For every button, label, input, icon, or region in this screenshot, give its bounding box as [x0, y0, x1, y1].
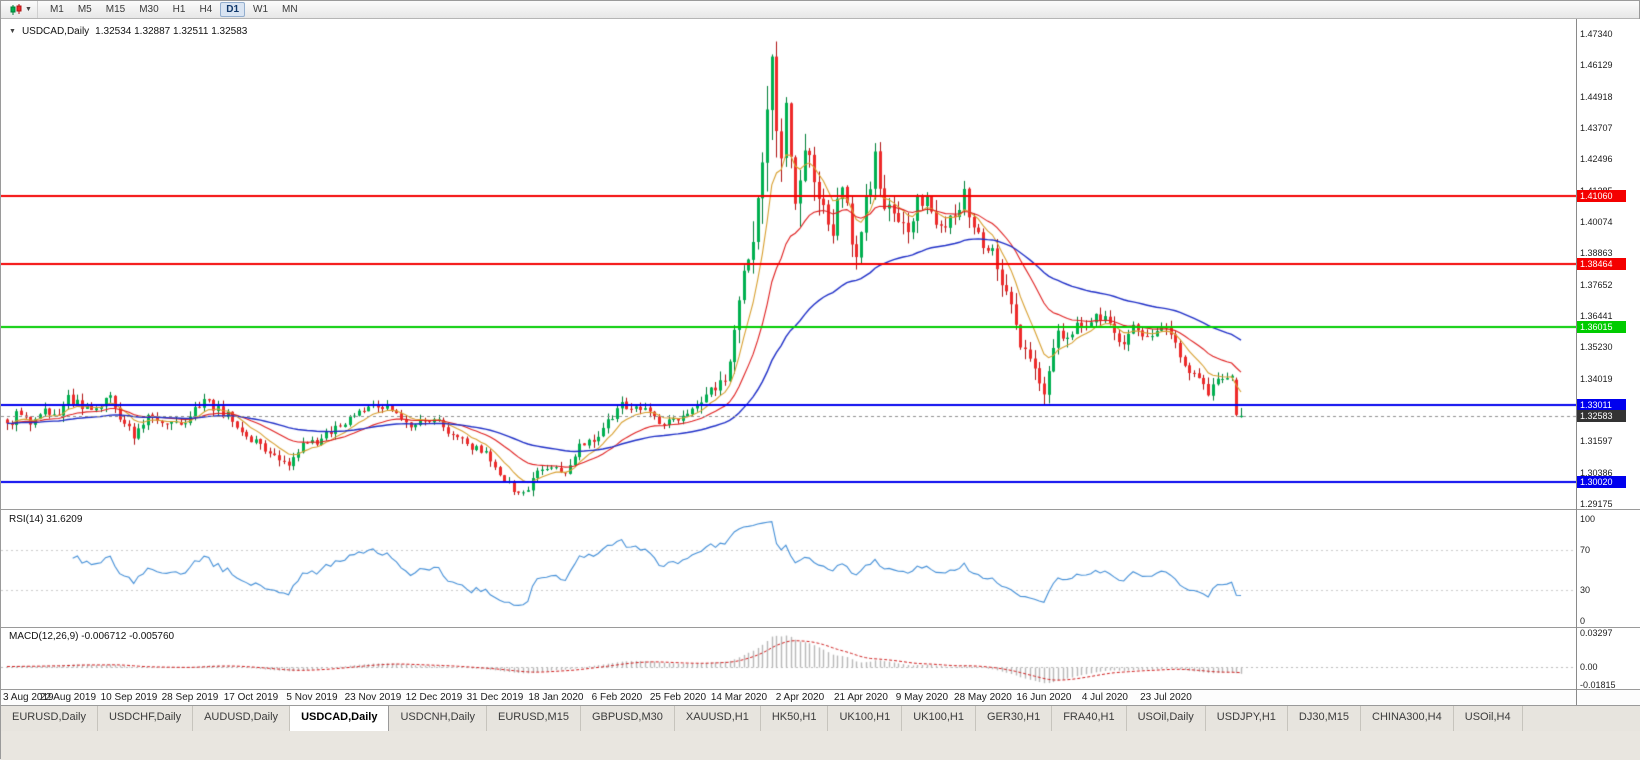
price-tick-label: 1.42496	[1580, 154, 1613, 165]
symbol-label: USDCAD,Daily	[21, 26, 90, 37]
date-label: 9 May 2020	[895, 692, 949, 703]
price-tick-label: 1.35230	[1580, 342, 1613, 353]
chart-tab-gbpusd-m30[interactable]: GBPUSD,M30	[581, 706, 675, 731]
chart-tab-usoil-h4[interactable]: USOil,H4	[1454, 706, 1523, 731]
timeframe-button-mn[interactable]: MN	[282, 4, 298, 15]
macd-tick-label: 0.03297	[1580, 628, 1613, 638]
chart-tab-eurusd-m15[interactable]: EURUSD,M15	[487, 706, 581, 731]
date-label: 10 Sep 2019	[100, 692, 158, 703]
date-label: 5 Nov 2019	[286, 692, 338, 703]
candlestick-chart-icon	[10, 3, 22, 15]
price-tick-label: 1.29175	[1580, 499, 1613, 509]
rsi-tick-label: 30	[1580, 585, 1591, 596]
date-label: 14 Mar 2020	[710, 692, 768, 703]
chart-tab-usdcnh-daily[interactable]: USDCNH,Daily	[389, 706, 488, 731]
macd-tick-label: 0.00	[1580, 661, 1598, 672]
chart-tab-usdcad-daily[interactable]: USDCAD,Daily	[290, 706, 390, 731]
macd-indicator-panel: MACD(12,26,9) -0.006712 -0.005760 0.0329…	[1, 627, 1640, 689]
date-label: 4 Jul 2020	[1081, 692, 1128, 703]
date-label: 28 Sep 2019	[161, 692, 219, 703]
macd-canvas[interactable]	[1, 628, 1576, 689]
date-label: 18 Jan 2020	[528, 692, 584, 703]
date-label: 17 Oct 2019	[223, 692, 279, 703]
chart-tab-usdjpy-h1[interactable]: USDJPY,H1	[1206, 706, 1288, 731]
price-chart-canvas[interactable]	[1, 19, 1576, 509]
date-label: 12 Dec 2019	[405, 692, 463, 703]
chart-tab-dj30-m15[interactable]: DJ30,M15	[1288, 706, 1362, 731]
price-axis-separator	[1576, 19, 1577, 705]
timeframe-button-m15[interactable]: M15	[105, 4, 126, 15]
date-label: 2 Apr 2020	[775, 692, 825, 703]
date-label: 23 Jul 2020	[1140, 692, 1192, 703]
hline-price-tag: 1.41060	[1577, 190, 1626, 202]
symbol-dropdown-icon[interactable]: ▼	[9, 28, 16, 35]
price-tick-label: 1.40074	[1580, 217, 1613, 227]
rsi-tick-label: 100	[1580, 514, 1596, 524]
price-tick-label: 1.30386	[1580, 467, 1613, 478]
chart-type-selector[interactable]: ▼	[5, 1, 38, 18]
date-label: 31 Dec 2019	[466, 692, 524, 703]
chart-tab-audusd-daily[interactable]: AUDUSD,Daily	[193, 706, 291, 731]
price-tick-label: 1.37652	[1580, 279, 1613, 290]
ohlc-values: 1.32534 1.32887 1.32511 1.32583	[95, 26, 248, 37]
date-label: 23 Nov 2019	[344, 692, 402, 703]
date-label: 25 Feb 2020	[649, 692, 707, 703]
date-label: 16 Jun 2020	[1016, 692, 1072, 703]
hline-price-tag: 1.33011	[1577, 399, 1626, 411]
price-tick-label: 1.47340	[1580, 29, 1613, 39]
hline-price-tag: 1.36015	[1577, 321, 1626, 333]
bottom-strip	[1, 731, 1640, 760]
timeframe-button-m30[interactable]: M30	[139, 4, 159, 15]
main-chart-panel: ▼ USDCAD,Daily 1.32534 1.32887 1.32511 1…	[1, 19, 1640, 509]
date-label: 28 May 2020	[954, 692, 1012, 703]
price-tick-label: 1.38863	[1580, 248, 1613, 259]
rsi-tick-label: 70	[1580, 544, 1591, 555]
chart-tab-fra40-h1[interactable]: FRA40,H1	[1052, 706, 1127, 731]
timeframe-buttons: M1 M5 M15 M30 H1 H4 D1 W1 MN	[38, 2, 304, 17]
rsi-canvas[interactable]	[1, 510, 1576, 627]
timeframe-toolbar: ▼ M1 M5 M15 M30 H1 H4 D1 W1 MN	[1, 1, 1639, 19]
price-tick-label: 1.31597	[1580, 436, 1613, 447]
chart-tab-ger30-h1[interactable]: GER30,H1	[976, 706, 1053, 731]
chart-tab-uk100-h1[interactable]: UK100,H1	[828, 706, 903, 731]
timeframe-button-h1[interactable]: H1	[172, 4, 186, 15]
price-tick-label: 1.43707	[1580, 123, 1613, 133]
price-tick-label: 1.34019	[1580, 373, 1613, 384]
chart-tab-eurusd-daily[interactable]: EURUSD,Daily	[1, 706, 98, 731]
chart-tab-hk50-h1[interactable]: HK50,H1	[761, 706, 829, 731]
macd-label: MACD(12,26,9) -0.006712 -0.005760	[9, 631, 175, 642]
price-tick-label: 1.36441	[1580, 311, 1613, 321]
hline-price-tag: 1.30020	[1577, 476, 1626, 488]
date-label: 22 Aug 2019	[39, 692, 97, 703]
bid-price-tag: 1.32583	[1577, 410, 1626, 422]
chart-tab-china300-h4[interactable]: CHINA300,H4	[1361, 706, 1454, 731]
rsi-tick-label: 0	[1580, 616, 1586, 626]
timeframe-button-d1[interactable]: D1	[220, 2, 246, 17]
chevron-down-icon: ▼	[25, 6, 32, 13]
chart-tab-xauusd-h1[interactable]: XAUUSD,H1	[675, 706, 761, 731]
rsi-label: RSI(14) 31.6209	[9, 514, 83, 525]
price-tick-label: 1.46129	[1580, 60, 1613, 71]
date-axis[interactable]: 3 Aug 2019 22 Aug 2019 10 Sep 2019 28 Sep 2…	[1, 689, 1640, 705]
timeframe-button-m1[interactable]: M1	[49, 4, 64, 15]
chart-tab-usoil-daily[interactable]: USOil,Daily	[1127, 706, 1206, 731]
date-label: 6 Feb 2020	[591, 692, 643, 703]
chart-tab-usdchf-daily[interactable]: USDCHF,Daily	[98, 706, 194, 731]
macd-tick-label: -0.01815	[1580, 680, 1616, 689]
timeframe-button-w1[interactable]: W1	[253, 4, 269, 15]
date-label: 21 Apr 2020	[833, 692, 888, 703]
price-tick-label: 1.44918	[1580, 91, 1613, 102]
rsi-indicator-panel: RSI(14) 31.6209 100 70 30 0	[1, 509, 1640, 627]
chart-title: ▼ USDCAD,Daily 1.32534 1.32887 1.32511 1…	[9, 26, 247, 37]
chart-tabs-bar: EURUSD,Daily USDCHF,Daily AUDUSD,Daily USDC…	[1, 705, 1640, 731]
timeframe-button-m5[interactable]: M5	[77, 4, 92, 15]
timeframe-button-h4[interactable]: H4	[199, 4, 213, 15]
chart-tab-uk100-h1[interactable]: UK100,H1	[902, 706, 976, 731]
date-label: 3 Aug 2019	[3, 692, 54, 703]
hline-price-tag: 1.38464	[1577, 258, 1626, 270]
